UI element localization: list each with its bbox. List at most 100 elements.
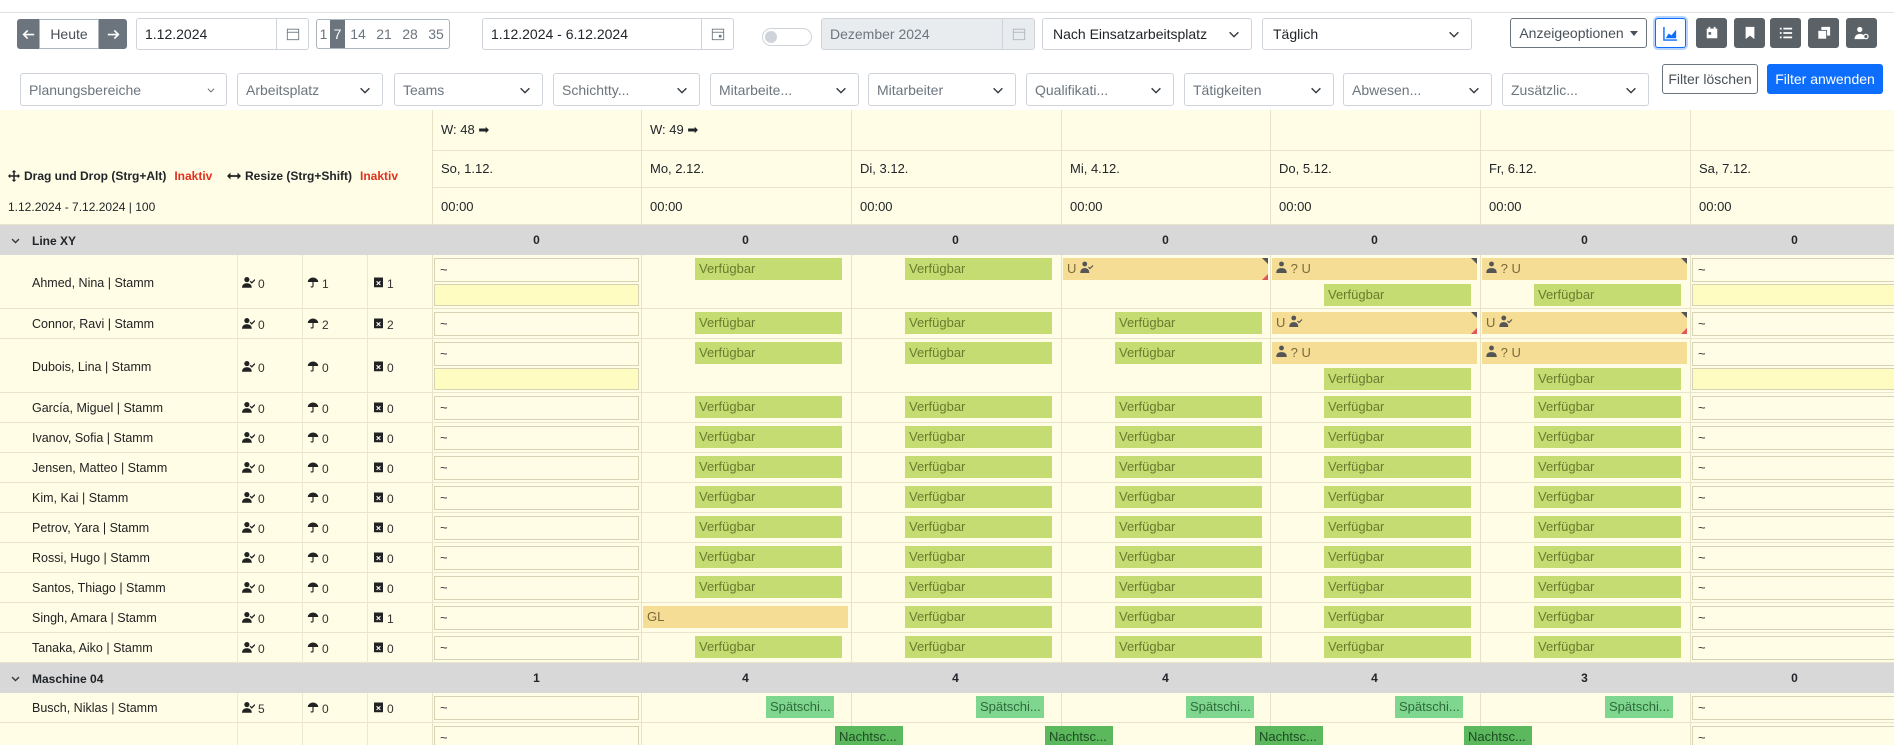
empty-cell[interactable]: ~: [434, 486, 639, 510]
available-block[interactable]: Verfügbar: [695, 456, 842, 478]
available-block[interactable]: Verfügbar: [1115, 486, 1262, 508]
employee-name[interactable]: Rossi, Hugo | Stamm: [32, 551, 150, 565]
empty-cell[interactable]: ~: [1692, 576, 1894, 600]
available-block[interactable]: Verfügbar: [905, 342, 1052, 364]
employee-name[interactable]: Busch, Niklas | Stamm: [32, 701, 158, 715]
available-block[interactable]: Verfügbar: [905, 576, 1052, 598]
employee-name[interactable]: Jensen, Matteo | Stamm: [32, 461, 168, 475]
day-header[interactable]: Fr, 6.12.: [1489, 161, 1537, 176]
day-header[interactable]: Mo, 2.12.: [650, 161, 705, 176]
absence-block[interactable]: U: [1272, 312, 1477, 334]
day-header[interactable]: So, 1.12.: [441, 161, 494, 176]
table-row[interactable]: García, Miguel | Stamm 0 0 0 ~ Verfügbar Verfü…: [0, 393, 1894, 423]
empty-cell[interactable]: ~: [434, 606, 639, 630]
empty-cell[interactable]: ~: [1692, 606, 1894, 630]
filter-activities[interactable]: Tätigkeiten: [1184, 73, 1334, 106]
employee-name[interactable]: Petrov, Yara | Stamm: [32, 521, 150, 535]
available-block[interactable]: Verfügbar: [695, 576, 842, 598]
filter-employee-groups[interactable]: Mitarbeite...: [710, 73, 859, 106]
table-row[interactable]: Santos, Thiago | Stamm 0 0 0 ~ Verfügbar Verfü…: [0, 573, 1894, 603]
group-row-maschine-04[interactable]: Maschine 04 1 4 4 4 4 3 0: [0, 663, 1894, 693]
empty-cell[interactable]: ~: [1692, 546, 1894, 570]
available-block[interactable]: Verfügbar: [695, 396, 842, 418]
clear-filter-button[interactable]: Filter löschen: [1662, 64, 1758, 94]
calendar-range-icon[interactable]: [701, 19, 733, 49]
filter-shift-types[interactable]: Schichtty...: [553, 73, 700, 106]
user-settings-button[interactable]: [1846, 18, 1877, 48]
empty-cell[interactable]: ~: [1692, 516, 1894, 540]
late-shift-block[interactable]: Spätschi...: [1186, 696, 1254, 718]
toggle-switch[interactable]: [762, 28, 812, 46]
filter-absences[interactable]: Abwesen...: [1343, 73, 1492, 106]
empty-cell[interactable]: ~: [434, 342, 639, 366]
available-block[interactable]: Verfügbar: [1115, 516, 1262, 538]
available-block[interactable]: Verfügbar: [695, 258, 842, 280]
empty-cell[interactable]: ~: [434, 312, 639, 336]
table-row[interactable]: ~ Nachtsc... Nachtsc... Nachtsc... Nachtsc..…: [0, 723, 1894, 745]
empty-cell[interactable]: ~: [1692, 636, 1894, 660]
empty-cell[interactable]: [1692, 368, 1894, 390]
table-row[interactable]: Connor, Ravi | Stamm 0 2 2 ~ Verfügbar Verfügb…: [0, 309, 1894, 339]
day-count-7[interactable]: 7: [330, 20, 345, 48]
available-block[interactable]: Verfügbar: [905, 636, 1052, 658]
available-block[interactable]: Verfügbar: [695, 426, 842, 448]
resize-indicator[interactable]: Resize (Strg+Shift) Inaktiv: [227, 169, 398, 183]
today-button[interactable]: Heute: [39, 19, 99, 49]
late-shift-block[interactable]: Spätschi...: [1395, 696, 1463, 718]
available-block[interactable]: Verfügbar: [1324, 368, 1471, 390]
table-row[interactable]: Kim, Kai | Stamm 0 0 0 ~ Verfügbar Verfügbar Ve…: [0, 483, 1894, 513]
empty-cell[interactable]: [434, 368, 639, 390]
employee-name[interactable]: Ivanov, Sofia | Stamm: [32, 431, 154, 445]
available-block[interactable]: Verfügbar: [905, 456, 1052, 478]
chevron-down-icon[interactable]: [10, 673, 21, 684]
drag-drop-indicator[interactable]: Drag und Drop (Strg+Alt) Inaktiv: [8, 169, 212, 183]
available-block[interactable]: Verfügbar: [905, 546, 1052, 568]
available-block[interactable]: Verfügbar: [905, 258, 1052, 280]
employee-name[interactable]: Singh, Amara | Stamm: [32, 611, 157, 625]
empty-cell[interactable]: ~: [1692, 426, 1894, 450]
bookmark-button[interactable]: [1734, 18, 1765, 48]
filter-qualifications[interactable]: Qualifikati...: [1026, 73, 1174, 106]
night-shift-block[interactable]: Nachtsc...: [1464, 726, 1532, 745]
available-block[interactable]: Verfügbar: [1324, 516, 1471, 538]
table-row[interactable]: Ahmed, Nina | Stamm 0 1 1 ~ Verfügbar Verfügba…: [0, 255, 1894, 309]
day-header[interactable]: Mi, 4.12.: [1070, 161, 1120, 176]
calendar-month-icon[interactable]: [1002, 19, 1034, 49]
available-block[interactable]: Verfügbar: [1324, 546, 1471, 568]
display-options-button[interactable]: Anzeigeoptionen: [1510, 18, 1647, 48]
available-block[interactable]: Verfügbar: [1324, 396, 1471, 418]
filter-teams[interactable]: Teams: [394, 73, 543, 106]
available-block[interactable]: Verfügbar: [1324, 606, 1471, 628]
late-shift-block[interactable]: Spätschi...: [976, 696, 1044, 718]
night-shift-block[interactable]: Nachtsc...: [1045, 726, 1113, 745]
available-block[interactable]: Verfügbar: [1534, 284, 1681, 306]
late-shift-block[interactable]: Spätschi...: [766, 696, 834, 718]
available-block[interactable]: Verfügbar: [1115, 396, 1262, 418]
absence-block[interactable]: U: [1063, 258, 1268, 280]
available-block[interactable]: Verfügbar: [905, 396, 1052, 418]
available-block[interactable]: Verfügbar: [695, 312, 842, 334]
available-block[interactable]: Verfügbar: [1534, 426, 1681, 448]
absence-block[interactable]: ? U: [1272, 258, 1477, 280]
available-block[interactable]: Verfügbar: [1534, 516, 1681, 538]
filter-workplace[interactable]: Arbeitsplatz: [237, 73, 383, 106]
empty-cell[interactable]: ~: [434, 426, 639, 450]
available-block[interactable]: Verfügbar: [905, 312, 1052, 334]
available-block[interactable]: Verfügbar: [1115, 606, 1262, 628]
empty-cell[interactable]: ~: [1692, 342, 1894, 366]
next-period-button[interactable]: [99, 19, 127, 49]
available-block[interactable]: Verfügbar: [1534, 606, 1681, 628]
month-input[interactable]: Dezember 2024: [821, 18, 1035, 50]
calendar-icon[interactable]: [276, 19, 308, 49]
empty-cell[interactable]: ~: [1692, 456, 1894, 480]
employee-name[interactable]: García, Miguel | Stamm: [32, 401, 164, 415]
available-block[interactable]: Verfügbar: [695, 342, 842, 364]
empty-cell[interactable]: ~: [1692, 486, 1894, 510]
day-count-28[interactable]: 28: [402, 26, 418, 42]
empty-cell[interactable]: ~: [1692, 258, 1894, 282]
day-header[interactable]: Di, 3.12.: [860, 161, 909, 176]
available-block[interactable]: Verfügbar: [695, 636, 842, 658]
available-block[interactable]: Verfügbar: [695, 486, 842, 508]
available-block[interactable]: Verfügbar: [1115, 312, 1262, 334]
filter-employees[interactable]: Mitarbeiter: [868, 73, 1016, 106]
